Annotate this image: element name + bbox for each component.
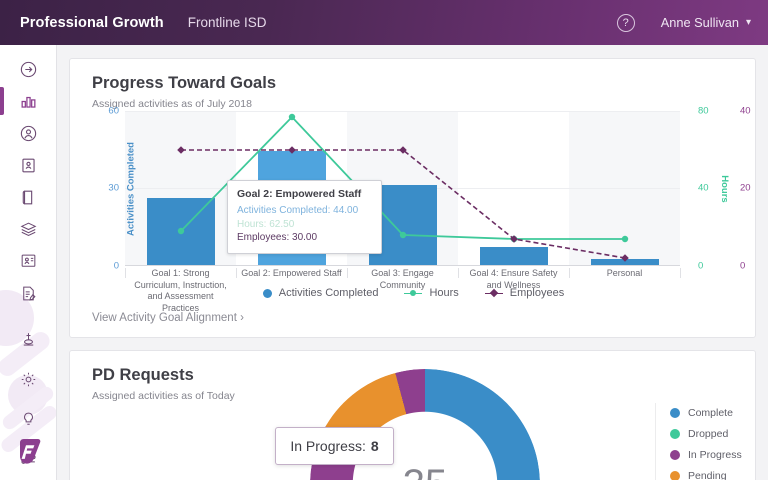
x-axis-label: Personal (606, 268, 643, 278)
chevron-down-icon: ▾ (745, 17, 751, 28)
user-circle-icon (20, 125, 37, 141)
employees-axis-tick: 0 (740, 260, 746, 272)
x-axis-label: Goal 1: Strong Curriculum, Instruction, … (134, 268, 227, 313)
hours-axis-tick: 80 (698, 105, 709, 117)
y-axis-tick: 30 (108, 182, 119, 194)
question-circle-icon[interactable]: ? (616, 13, 635, 32)
goals-bar-chart: 60 30 0 Activities Completed (108, 106, 750, 313)
donut-tooltip: In Progress: 8 (275, 427, 394, 465)
contact-card-icon (22, 158, 35, 172)
organization-name[interactable]: Frontline ISD (187, 15, 267, 30)
legend-line-icon (404, 289, 423, 298)
legend-label: Activities Completed (278, 287, 379, 299)
header-right-group: ? Anne Sullivan ▾ (616, 13, 751, 32)
donut-tooltip-value: 8 (370, 438, 379, 454)
tooltip-activities: Activities Completed: 44.00 (237, 205, 359, 216)
sidebar-item-reports[interactable] (0, 85, 56, 117)
donut-legend-item-in-progress[interactable]: In Progress (670, 449, 742, 461)
bar-goal-4[interactable] (480, 247, 548, 265)
tooltip-hours: Hours: 62.50 (237, 218, 295, 230)
x-axis-label: Goal 2: Empowered Staff (241, 268, 342, 278)
legend-label: Complete (688, 407, 733, 419)
sidebar-item-settings[interactable] (0, 363, 56, 395)
y-axis-tick: 60 (108, 105, 119, 117)
view-activity-goal-alignment-link[interactable]: View Activity Goal Alignment › (92, 312, 244, 324)
legend-label: Hours (429, 287, 459, 299)
document-edit-icon (23, 286, 36, 301)
chart-line-series (177, 113, 629, 262)
sidebar-item-directory[interactable] (0, 149, 56, 181)
frontline-logo-icon[interactable] (18, 438, 42, 464)
hours-axis-title: Hours (719, 174, 731, 203)
donut-legend-item-pending[interactable]: Pending (670, 470, 742, 480)
pd-card-subtitle: Assigned activities as of Today (92, 390, 235, 402)
progress-card-subtitle: Assigned activities as of July 2018 (92, 98, 252, 110)
arrow-right-circle-icon (20, 61, 37, 77)
donut-legend-item-complete[interactable]: Complete (670, 407, 742, 419)
app-header: Professional Growth Frontline ISD ? Anne… (0, 0, 768, 45)
legend-item-hours[interactable]: Hours (404, 287, 459, 299)
pd-card-divider (655, 403, 656, 480)
sidebar-item-resources[interactable] (0, 213, 56, 245)
hours-axis-tick: 40 (698, 182, 709, 194)
sidebar-item-library[interactable] (0, 181, 56, 213)
employees-line (181, 149, 626, 259)
progress-card-title: Progress Toward Goals (92, 74, 276, 92)
bar-chart-icon (21, 96, 36, 108)
employees-axis-tick: 20 (740, 182, 751, 194)
gear-icon (21, 372, 36, 386)
legend-item-employees[interactable]: Employees (484, 287, 565, 299)
donut-legend: Complete Dropped In Progress Pending (670, 407, 742, 480)
legend-dot-icon (670, 471, 680, 480)
user-menu[interactable]: Anne Sullivan ▾ (661, 15, 751, 30)
legend-label: In Progress (688, 449, 742, 461)
donut-legend-item-dropped[interactable]: Dropped (670, 428, 742, 440)
brand-title[interactable]: Professional Growth (20, 14, 164, 31)
sidebar: © 2018 (0, 45, 57, 480)
hours-axis-tick: 0 (698, 260, 704, 272)
tooltip-employees: Employees: 30.00 (237, 232, 318, 243)
bar-personal[interactable] (591, 259, 659, 265)
tooltip-title: Goal 2: Empowered Staff (237, 188, 362, 200)
x-axis-label: Goal 4: Ensure Safety and Wellness (469, 268, 558, 290)
chart-legend: Activities Completed Hours Employees (70, 287, 757, 299)
legend-label: Pending (688, 470, 727, 480)
sidebar-item-insights[interactable] (0, 403, 56, 435)
sidebar-item-navigate[interactable] (0, 53, 56, 85)
lightbulb-icon (24, 412, 33, 425)
donut-center-value: 35 (310, 369, 540, 480)
pd-card-title: PD Requests (92, 366, 194, 384)
legend-dashed-icon (484, 288, 503, 298)
legend-item-activities[interactable]: Activities Completed (262, 287, 379, 299)
chart-tooltip: Goal 2: Empowered Staff Activities Compl… (227, 180, 382, 254)
legend-label: Employees (509, 287, 565, 299)
legend-dot-icon (670, 429, 680, 439)
pd-requests-card: PD Requests Assigned activities as of To… (69, 350, 756, 480)
employees-axis-tick: 40 (740, 105, 751, 117)
user-name-label: Anne Sullivan (660, 15, 739, 30)
microscope-icon (23, 332, 34, 346)
book-icon (22, 190, 33, 204)
x-axis-label: Goal 3: Engage Community (371, 268, 434, 290)
legend-dot-icon (262, 288, 272, 298)
sidebar-item-research[interactable] (0, 323, 56, 355)
layers-icon (20, 222, 37, 236)
progress-toward-goals-card: Progress Toward Goals Assigned activitie… (69, 58, 756, 338)
legend-dot-icon (670, 408, 680, 418)
legend-label: Dropped (688, 428, 729, 440)
presentation-icon (21, 254, 36, 267)
sidebar-item-courses[interactable] (0, 245, 56, 277)
y-axis-tick: 0 (113, 260, 119, 272)
donut-tooltip-label: In Progress: (290, 438, 366, 454)
sidebar-item-profile[interactable] (0, 117, 56, 149)
main-content: Progress Toward Goals Assigned activitie… (57, 45, 768, 480)
sidebar-item-evaluations[interactable] (0, 277, 56, 309)
legend-dot-icon (670, 450, 680, 460)
